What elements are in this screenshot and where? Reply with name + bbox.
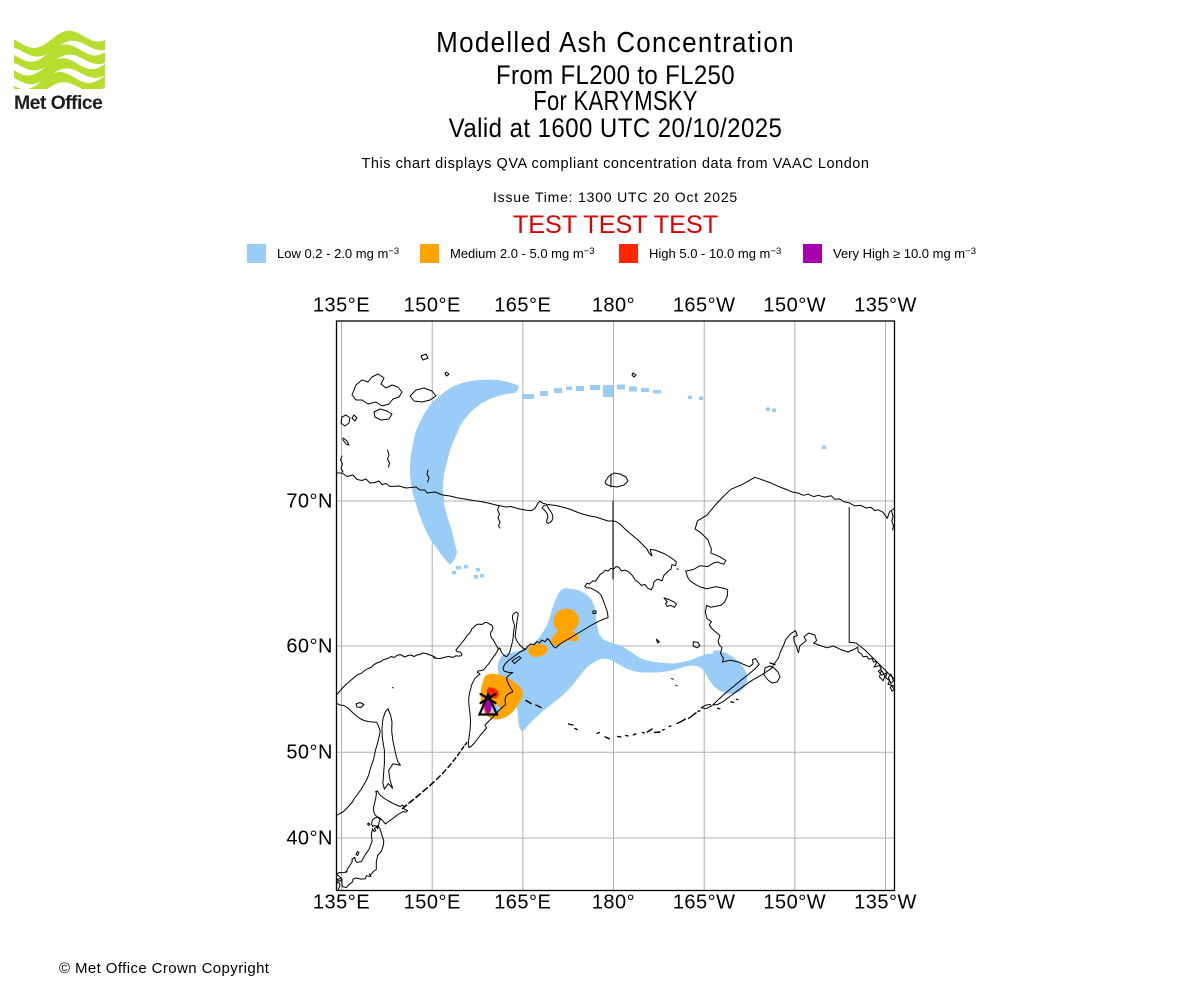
svg-text:135°E: 135°E — [313, 892, 370, 914]
svg-text:50°N: 50°N — [286, 742, 333, 764]
svg-text:70°N: 70°N — [286, 491, 333, 513]
svg-text:150°E: 150°E — [404, 295, 461, 317]
svg-text:40°N: 40°N — [286, 828, 333, 850]
svg-text:165°E: 165°E — [494, 295, 551, 317]
svg-text:135°W: 135°W — [854, 892, 917, 914]
svg-text:180°: 180° — [592, 295, 635, 317]
svg-text:165°W: 165°W — [673, 892, 736, 914]
svg-text:Met Office: Met Office — [14, 92, 103, 114]
svg-text:60°N: 60°N — [286, 636, 333, 658]
svg-text:165°E: 165°E — [494, 892, 551, 914]
svg-text:135°W: 135°W — [854, 295, 917, 317]
svg-text:180°: 180° — [592, 892, 635, 914]
svg-text:150°W: 150°W — [763, 892, 826, 914]
svg-text:150°W: 150°W — [763, 295, 826, 317]
svg-text:135°E: 135°E — [313, 295, 370, 317]
svg-text:150°E: 150°E — [404, 892, 461, 914]
svg-text:165°W: 165°W — [673, 295, 736, 317]
